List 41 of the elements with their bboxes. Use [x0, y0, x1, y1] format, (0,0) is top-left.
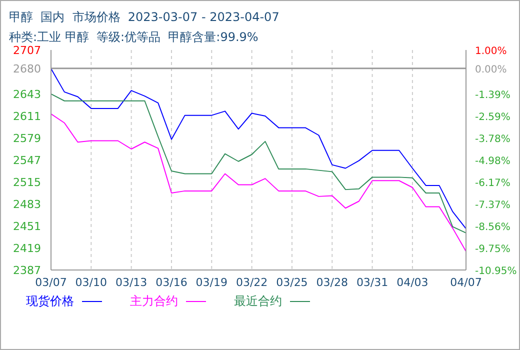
y2-tick-label: -10.95%: [475, 266, 517, 277]
legend-label: 现货价格: [26, 293, 75, 310]
y2-tick-label: -7.37%: [475, 200, 510, 212]
y2-tick-label: -4.98%: [475, 156, 510, 168]
legend-label: 主力合约: [130, 293, 179, 310]
x-tick-label: 03/28: [316, 276, 348, 289]
x-tick-label: 04/07: [450, 276, 482, 289]
y-tick-label: 2515: [13, 176, 41, 189]
chart-subtitle: 种类:工业 甲醇 等级:优等品 甲醇含量:99.9%: [9, 29, 258, 46]
y-tick-label: 2547: [13, 154, 41, 167]
y2-tick-label: -2.59%: [475, 112, 510, 124]
y-tick-label: 2387: [13, 264, 41, 277]
y2-tick-label: 0.00%: [475, 64, 507, 76]
legend-label: 最近合约: [234, 293, 283, 310]
y2-tick-label: -1.39%: [475, 90, 510, 101]
y-tick-label: 2483: [13, 198, 41, 211]
chart-title: 甲醇 国内 市场价格 2023-03-07 - 2023-04-07: [9, 9, 280, 26]
y2-tick-label: -3.78%: [475, 134, 510, 145]
line-series: [51, 68, 466, 230]
y2-tick-label: 1.00%: [475, 46, 507, 57]
y-tick-label: 2707: [13, 44, 41, 57]
x-tick-label: 03/31: [356, 276, 388, 289]
y2-tick-label: -9.75%: [475, 244, 510, 255]
y-tick-label: 2611: [13, 110, 41, 123]
y-tick-label: 2451: [13, 220, 41, 233]
y-tick-label: 2419: [13, 242, 41, 255]
x-tick-label: 03/07: [35, 276, 67, 289]
x-tick-label: 03/16: [156, 276, 188, 289]
x-tick-label: 03/22: [236, 276, 268, 289]
y-tick-label: 2579: [13, 132, 41, 145]
line-series: [51, 94, 466, 234]
y-tick-label: 2643: [13, 88, 41, 101]
x-tick-label: 03/19: [196, 276, 228, 289]
x-tick-label: 03/10: [75, 276, 108, 289]
x-tick-label: 03/25: [276, 276, 308, 289]
y-tick-label: 2680: [13, 62, 41, 76]
x-tick-label: 03/13: [115, 276, 148, 289]
y2-tick-label: -6.17%: [475, 178, 510, 189]
y2-tick-label: -8.56%: [475, 222, 510, 233]
x-tick-label: 04/03: [396, 276, 428, 289]
line-series: [51, 113, 466, 252]
